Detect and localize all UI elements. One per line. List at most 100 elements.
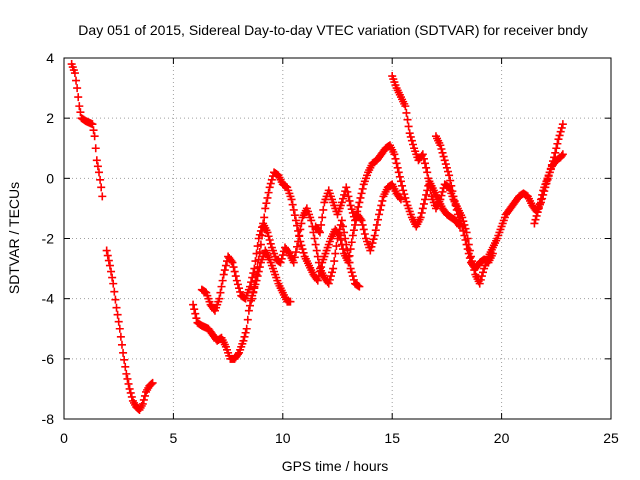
data-point bbox=[558, 150, 567, 159]
data-point bbox=[405, 129, 414, 138]
data-point bbox=[459, 226, 468, 235]
data-point bbox=[557, 123, 566, 132]
data-point bbox=[122, 369, 131, 378]
data-point bbox=[358, 184, 367, 193]
data-point bbox=[533, 208, 542, 217]
data-point bbox=[353, 207, 362, 216]
data-point bbox=[552, 144, 561, 153]
data-point bbox=[254, 255, 263, 264]
data-point bbox=[418, 204, 427, 213]
x-tick-label: 15 bbox=[384, 430, 400, 446]
data-point bbox=[312, 246, 321, 255]
data-point bbox=[140, 391, 149, 400]
data-point bbox=[92, 156, 101, 165]
data-point bbox=[265, 183, 274, 192]
data-point bbox=[403, 115, 412, 124]
y-tick-label: 2 bbox=[46, 110, 54, 126]
data-point bbox=[311, 240, 320, 249]
grid bbox=[64, 58, 611, 419]
data-point bbox=[113, 310, 122, 319]
data-point bbox=[407, 136, 416, 145]
y-tick-label: -4 bbox=[42, 291, 55, 307]
plot-frame bbox=[63, 57, 612, 420]
data-point bbox=[97, 183, 106, 192]
data-point bbox=[296, 237, 305, 246]
data-points bbox=[67, 60, 567, 414]
data-point bbox=[242, 324, 251, 333]
data-point bbox=[355, 282, 364, 291]
data-point bbox=[393, 163, 402, 172]
data-point bbox=[402, 108, 411, 117]
x-tick-label: 10 bbox=[275, 430, 291, 446]
data-point bbox=[348, 231, 357, 240]
y-tick-label: 0 bbox=[46, 170, 54, 186]
data-point bbox=[126, 388, 135, 397]
data-point bbox=[139, 395, 148, 404]
data-point bbox=[357, 189, 366, 198]
chart-title: Day 051 of 2015, Sidereal Day-to-day VTE… bbox=[78, 22, 587, 38]
data-point bbox=[488, 249, 497, 258]
data-point bbox=[76, 108, 85, 117]
data-point bbox=[241, 328, 250, 337]
data-point bbox=[324, 279, 333, 288]
data-point bbox=[90, 132, 99, 141]
data-point bbox=[356, 214, 365, 223]
data-point bbox=[394, 168, 403, 177]
data-point bbox=[535, 199, 544, 208]
data-point bbox=[263, 193, 272, 202]
data-point bbox=[448, 187, 457, 196]
data-point bbox=[233, 280, 242, 289]
data-point bbox=[289, 205, 298, 214]
data-point bbox=[368, 239, 377, 248]
series-track-6 bbox=[311, 141, 465, 237]
data-point bbox=[266, 179, 275, 188]
data-point bbox=[391, 154, 400, 163]
data-point bbox=[449, 192, 458, 201]
data-point bbox=[192, 314, 201, 323]
data-point bbox=[261, 204, 270, 213]
data-point bbox=[297, 219, 306, 228]
data-point bbox=[438, 187, 447, 196]
data-point bbox=[442, 163, 451, 172]
data-point bbox=[286, 297, 295, 306]
data-point bbox=[278, 251, 287, 260]
data-point bbox=[328, 268, 337, 277]
data-point bbox=[532, 211, 541, 220]
data-point bbox=[262, 199, 271, 208]
data-point bbox=[310, 234, 319, 243]
data-point bbox=[247, 278, 256, 287]
y-tick-label: -2 bbox=[42, 231, 55, 247]
data-point bbox=[255, 248, 264, 257]
data-point bbox=[256, 240, 265, 249]
data-point bbox=[355, 198, 364, 207]
data-point bbox=[313, 276, 322, 285]
data-point bbox=[294, 226, 303, 235]
data-point bbox=[93, 162, 102, 171]
data-point bbox=[346, 264, 355, 273]
data-point bbox=[250, 282, 259, 291]
data-point bbox=[479, 268, 488, 277]
data-point bbox=[102, 246, 111, 255]
x-tick-label: 5 bbox=[170, 430, 178, 446]
data-point bbox=[342, 183, 351, 192]
data-point bbox=[359, 225, 368, 234]
data-point bbox=[558, 120, 567, 129]
data-point bbox=[111, 295, 120, 304]
data-point bbox=[337, 198, 346, 207]
data-point bbox=[127, 392, 136, 401]
data-point bbox=[104, 256, 113, 265]
data-point bbox=[337, 240, 346, 249]
data-point bbox=[119, 348, 128, 357]
data-point bbox=[245, 301, 254, 310]
data-point bbox=[465, 254, 474, 263]
data-point bbox=[396, 177, 405, 186]
data-point bbox=[293, 242, 302, 251]
data-point bbox=[314, 226, 323, 235]
series-track-5 bbox=[248, 168, 405, 303]
tick-labels: 0 5 10 15 20 25 -8 -6 -4 -2 0 2 4 bbox=[42, 50, 619, 446]
data-point bbox=[395, 172, 404, 181]
data-point bbox=[408, 140, 417, 149]
series-track-9 bbox=[530, 150, 567, 228]
